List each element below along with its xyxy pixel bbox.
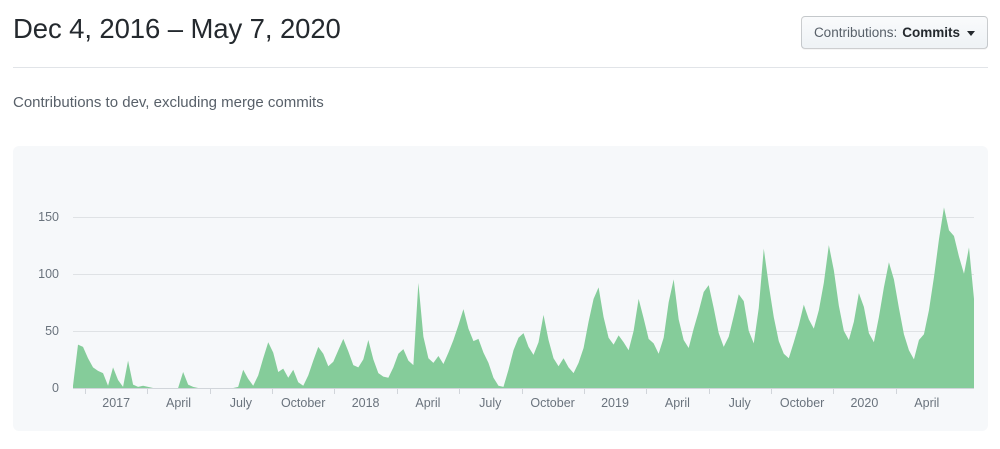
dropdown-prefix-label: Contributions: [813, 25, 898, 40]
y-tick-label-50: 50 [45, 323, 59, 338]
x-tick-label-2020: 2020 [850, 396, 879, 410]
header-divider [13, 67, 988, 68]
x-tick-label-2017: 2017 [102, 396, 131, 410]
gridline-150 [73, 216, 974, 218]
x-tick-label-april: April [415, 396, 441, 410]
x-tick-mark [459, 388, 461, 394]
chart-subtitle: Contributions to dev, excluding merge co… [13, 94, 324, 111]
x-tick-mark [521, 388, 523, 394]
x-tick-label-april: April [914, 396, 940, 410]
x-tick-mark [272, 388, 274, 394]
x-tick-label-october: October [280, 396, 326, 410]
x-tick-mark [770, 388, 772, 394]
contributions-type-dropdown[interactable]: Contributions: Commits [800, 16, 988, 49]
gridline-50 [73, 330, 974, 332]
page-title: Dec 4, 2016 – May 7, 2020 [13, 13, 341, 44]
x-tick-mark [895, 388, 897, 394]
x-axis: 2017 April July October 2018 April July October… [73, 388, 974, 418]
page-header: Dec 4, 2016 – May 7, 2020 Contributions:… [13, 8, 988, 56]
x-tick-mark [708, 388, 710, 394]
x-tick-mark [85, 388, 86, 394]
chart-plot-area: 0 50 100 150 [38, 188, 974, 395]
contributions-chart-panel: 0 50 100 150 2017 April July October 2018 April J… [13, 146, 988, 431]
x-tick-label-2018: 2018 [351, 396, 380, 410]
x-tick-mark [334, 388, 336, 394]
x-tick-mark [583, 388, 585, 394]
x-tick-mark [396, 388, 398, 394]
x-tick-label-october: October [530, 396, 575, 410]
y-tick-label-150: 150 [38, 209, 59, 224]
y-tick-label-100: 100 [38, 266, 59, 281]
gridline-0 [73, 388, 974, 389]
x-tick-mark [209, 388, 211, 394]
x-tick-label-2019: 2019 [601, 396, 629, 410]
dropdown-selected-value: Commits [902, 25, 960, 40]
x-tick-mark [147, 388, 149, 394]
x-tick-label-april: April [664, 396, 690, 410]
contributions-area-series [73, 207, 974, 388]
x-tick-label-july: July [229, 396, 253, 410]
y-tick-label-0: 0 [52, 381, 59, 395]
x-tick-mark [833, 388, 835, 394]
x-tick-label-april: April [165, 396, 192, 410]
x-tick-label-july: July [479, 396, 502, 410]
chevron-down-icon [967, 31, 975, 36]
x-tick-label-july: July [728, 396, 751, 410]
x-tick-label-october: October [779, 396, 825, 410]
x-tick-mark [646, 388, 648, 394]
gridline-100 [73, 273, 974, 275]
